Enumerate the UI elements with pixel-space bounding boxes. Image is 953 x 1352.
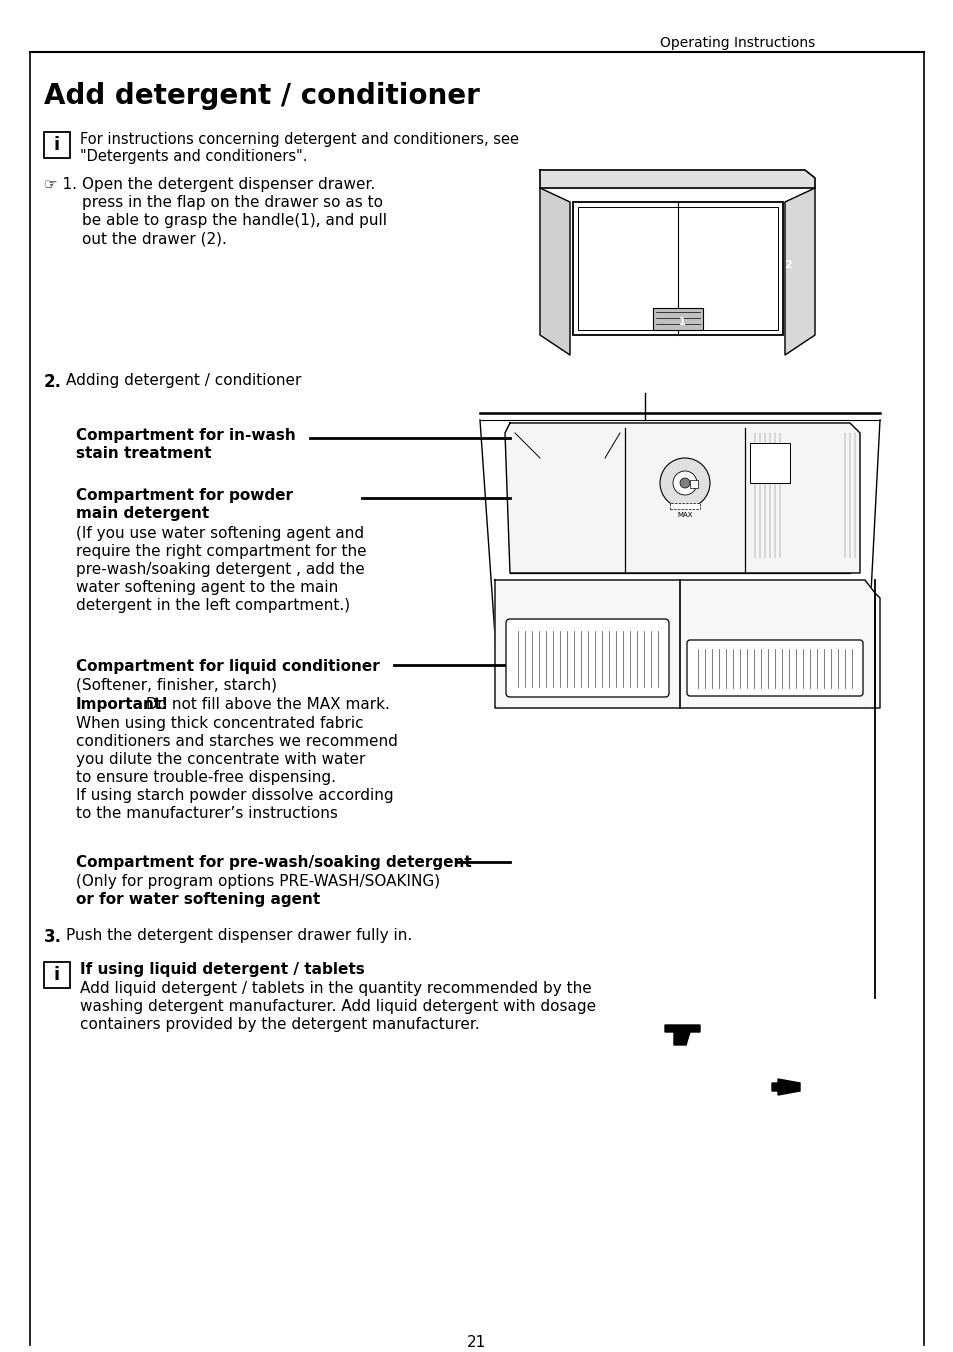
Polygon shape — [539, 170, 814, 188]
Text: Compartment for in-wash: Compartment for in-wash — [76, 429, 295, 443]
Text: i: i — [54, 137, 60, 154]
Text: out the drawer (2).: out the drawer (2). — [82, 231, 227, 246]
Text: 3.: 3. — [44, 927, 62, 946]
Text: Do not fill above the MAX mark.: Do not fill above the MAX mark. — [141, 698, 390, 713]
Circle shape — [672, 470, 697, 495]
Text: Add detergent / conditioner: Add detergent / conditioner — [44, 82, 479, 110]
Text: stain treatment: stain treatment — [76, 446, 212, 461]
Bar — [689, 480, 698, 488]
Text: to the manufacturer’s instructions: to the manufacturer’s instructions — [76, 806, 337, 821]
Text: containers provided by the detergent manufacturer.: containers provided by the detergent man… — [80, 1017, 479, 1032]
Bar — [44, 132, 70, 158]
Text: MAX: MAX — [677, 512, 692, 518]
Polygon shape — [539, 188, 569, 356]
Bar — [578, 207, 778, 330]
Text: to ensure trouble-free dispensing.: to ensure trouble-free dispensing. — [76, 771, 335, 786]
FancyBboxPatch shape — [505, 619, 668, 698]
Text: or for water softening agent: or for water softening agent — [76, 892, 320, 907]
Text: pre-wash/soaking detergent , add the: pre-wash/soaking detergent , add the — [76, 562, 364, 577]
FancyBboxPatch shape — [686, 639, 862, 696]
Text: Open the detergent dispenser drawer.: Open the detergent dispenser drawer. — [82, 177, 375, 192]
Text: (If you use water softening agent and: (If you use water softening agent and — [76, 526, 364, 541]
Text: require the right compartment for the: require the right compartment for the — [76, 544, 366, 558]
Polygon shape — [664, 1025, 700, 1045]
Text: 2.: 2. — [44, 373, 62, 391]
Text: If using liquid detergent / tablets: If using liquid detergent / tablets — [80, 963, 364, 977]
Text: 21: 21 — [467, 1334, 486, 1351]
Text: Compartment for pre-wash/soaking detergent: Compartment for pre-wash/soaking deterge… — [76, 854, 471, 869]
Text: For instructions concerning detergent and conditioners, see: For instructions concerning detergent an… — [80, 132, 518, 147]
Bar — [652, 308, 702, 330]
Text: Push the detergent dispenser drawer fully in.: Push the detergent dispenser drawer full… — [66, 927, 412, 942]
Text: Important!: Important! — [76, 698, 169, 713]
Text: detergent in the left compartment.): detergent in the left compartment.) — [76, 598, 350, 612]
Text: washing detergent manufacturer. Add liquid detergent with dosage: washing detergent manufacturer. Add liqu… — [80, 999, 596, 1014]
Text: 1: 1 — [678, 316, 684, 327]
Text: conditioners and starches we recommend: conditioners and starches we recommend — [76, 734, 397, 749]
Text: press in the flap on the drawer so as to: press in the flap on the drawer so as to — [82, 195, 382, 210]
Polygon shape — [771, 1079, 800, 1095]
Text: 2: 2 — [783, 260, 791, 270]
Bar — [669, 503, 700, 508]
Text: water softening agent to the main: water softening agent to the main — [76, 580, 338, 595]
Text: When using thick concentrated fabric: When using thick concentrated fabric — [76, 717, 363, 731]
Circle shape — [659, 458, 709, 508]
Bar — [44, 963, 70, 988]
Text: If using starch powder dissolve according: If using starch powder dissolve accordin… — [76, 788, 394, 803]
Text: Add liquid detergent / tablets in the quantity recommended by the: Add liquid detergent / tablets in the qu… — [80, 982, 591, 996]
Polygon shape — [504, 423, 859, 573]
Text: (Only for program options PRE-WASH/SOAKING): (Only for program options PRE-WASH/SOAKI… — [76, 873, 439, 890]
Bar — [573, 201, 782, 335]
Text: i: i — [54, 965, 60, 984]
Text: ☞ 1.: ☞ 1. — [44, 177, 77, 192]
Text: "Detergents and conditioners".: "Detergents and conditioners". — [80, 149, 307, 164]
Text: main detergent: main detergent — [76, 506, 209, 521]
Text: (Softener, finisher, starch): (Softener, finisher, starch) — [76, 677, 276, 694]
Text: Compartment for liquid conditioner: Compartment for liquid conditioner — [76, 658, 379, 675]
Text: Adding detergent / conditioner: Adding detergent / conditioner — [66, 373, 301, 388]
Text: you dilute the concentrate with water: you dilute the concentrate with water — [76, 752, 365, 767]
Text: Compartment for powder: Compartment for powder — [76, 488, 293, 503]
Polygon shape — [784, 188, 814, 356]
Text: Operating Instructions: Operating Instructions — [659, 37, 815, 50]
Text: be able to grasp the handle(1), and pull: be able to grasp the handle(1), and pull — [82, 214, 387, 228]
Polygon shape — [495, 580, 874, 708]
Bar — [749, 443, 789, 483]
Circle shape — [679, 479, 689, 488]
